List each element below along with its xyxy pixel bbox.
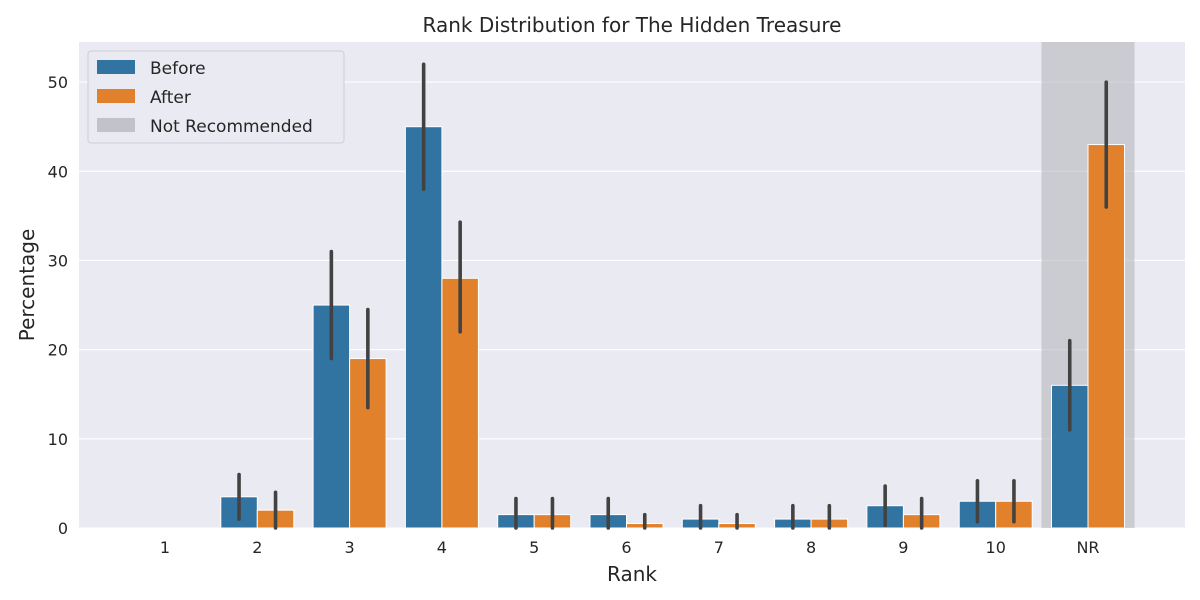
x-tick-label: 10 (986, 538, 1006, 557)
legend-label-before: Before (150, 59, 206, 79)
x-axis-ticks: 1 2 3 4 5 6 7 8 9 10 NR (160, 538, 1100, 557)
x-tick-label: 3 (345, 538, 355, 557)
legend-swatch-not-recommended (97, 118, 135, 132)
legend-swatch-before (97, 60, 135, 74)
x-tick-label: 1 (160, 538, 170, 557)
x-tick-label: 4 (437, 538, 447, 557)
legend: Before After Not Recommended (88, 51, 344, 143)
y-tick-label: 20 (48, 341, 68, 360)
y-tick-label: 50 (48, 73, 68, 92)
y-tick-label: 0 (58, 519, 68, 538)
y-tick-label: 30 (48, 251, 68, 270)
x-tick-label: 7 (714, 538, 724, 557)
y-tick-label: 10 (48, 430, 68, 449)
y-axis-label: Percentage (15, 229, 39, 342)
x-tick-label: 5 (529, 538, 539, 557)
x-axis-label: Rank (607, 562, 657, 586)
y-axis-ticks: 0 10 20 30 40 50 (48, 73, 68, 538)
y-tick-label: 40 (48, 162, 68, 181)
x-tick-label: 8 (806, 538, 816, 557)
legend-label-after: After (150, 88, 191, 108)
x-tick-label: NR (1076, 538, 1099, 557)
x-tick-label: 6 (621, 538, 631, 557)
x-tick-label: 2 (252, 538, 262, 557)
legend-label-not-recommended: Not Recommended (150, 117, 313, 137)
chart-title: Rank Distribution for The Hidden Treasur… (423, 13, 842, 37)
legend-swatch-after (97, 89, 135, 103)
x-tick-label: 9 (898, 538, 908, 557)
